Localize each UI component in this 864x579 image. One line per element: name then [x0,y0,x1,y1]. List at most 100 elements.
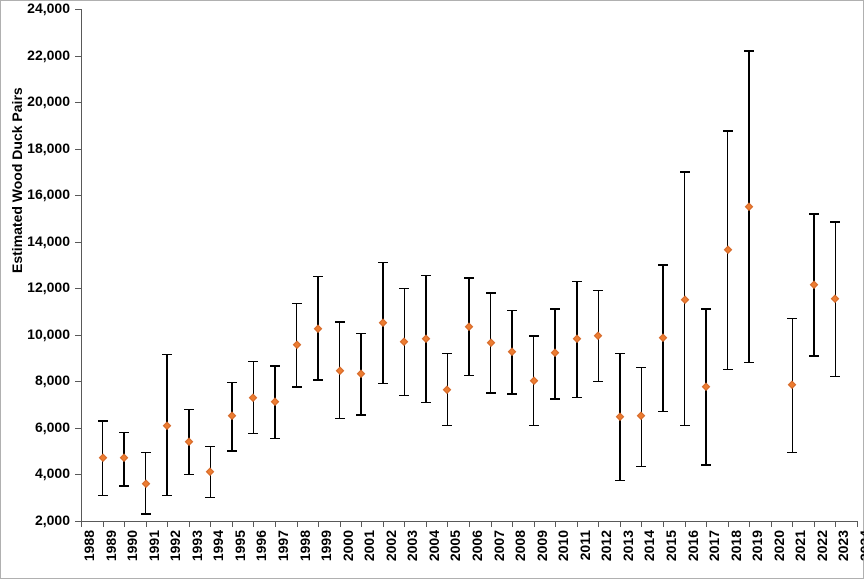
x-axis-tick [835,521,836,527]
x-tick-label: 2005 [447,530,463,570]
error-cap-top [744,50,754,52]
x-axis-tick [749,521,750,527]
error-cap-bottom [335,418,345,420]
data-point-marker [421,335,430,344]
error-cap-bottom [421,402,431,404]
x-tick-label: 2006 [469,530,485,570]
data-point-marker [529,377,538,386]
y-axis-line [81,9,82,521]
x-axis-tick [404,521,405,527]
data-point-marker [831,294,840,303]
data-point-marker [637,412,646,421]
error-cap-top [141,452,151,454]
y-tick-label: 16,000 [27,186,70,202]
data-point-marker [594,331,603,340]
error-cap-bottom [399,395,409,397]
error-cap-top [787,318,797,320]
x-axis-tick [297,521,298,527]
x-tick-label: 2024 [857,530,864,570]
x-axis-tick [103,521,104,527]
y-tick-label: 22,000 [27,47,70,63]
data-point-marker [335,366,344,375]
x-tick-label: 1993 [189,530,205,570]
error-cap-bottom [313,379,323,381]
y-tick-label: 12,000 [27,279,70,295]
data-point-marker [227,412,236,421]
data-point-marker [357,370,366,379]
error-cap-bottom [184,474,194,476]
y-axis-tick [75,56,81,57]
x-axis-tick [620,521,621,527]
error-cap-top [680,171,690,173]
x-tick-label: 2022 [814,530,830,570]
y-tick-label: 14,000 [27,233,70,249]
x-axis-tick [814,521,815,527]
x-tick-label: 2023 [835,530,851,570]
data-point-marker [400,337,409,346]
error-cap-bottom [356,414,366,416]
y-tick-label: 24,000 [27,0,70,16]
error-cap-bottom [550,398,560,400]
y-axis-tick [75,102,81,103]
x-tick-label: 2002 [383,530,399,570]
error-cap-bottom [98,495,108,497]
error-cap-top [356,333,366,335]
y-axis-tick [75,335,81,336]
y-tick-label: 18,000 [27,140,70,156]
error-cap-bottom [593,381,603,383]
error-cap-bottom [636,466,646,468]
data-point-marker [378,319,387,328]
x-axis-tick [361,521,362,527]
x-tick-label: 2010 [555,530,571,570]
x-axis-tick [318,521,319,527]
data-point-marker [465,322,474,331]
x-tick-label: 1989 [103,530,119,570]
error-cap-bottom [723,369,733,371]
data-point-marker [680,295,689,304]
error-cap-top [98,420,108,422]
data-point-marker [572,335,581,344]
x-tick-label: 2017 [706,530,722,570]
error-cap-bottom [572,397,582,399]
error-cap-bottom [141,513,151,515]
data-point-marker [249,393,258,402]
x-tick-label: 1995 [232,530,248,570]
x-tick-label: 2012 [598,530,614,570]
x-axis-tick [426,521,427,527]
data-point-marker [788,380,797,389]
y-axis-tick [75,9,81,10]
x-tick-label: 2015 [663,530,679,570]
data-point-marker [271,398,280,407]
x-axis-tick [857,521,858,527]
x-tick-label: 2011 [577,530,593,570]
y-tick-label: 2,000 [35,512,70,528]
x-tick-label: 2004 [426,530,442,570]
data-point-marker [809,280,818,289]
data-point-marker [659,334,668,343]
y-axis-tick [75,428,81,429]
error-cap-bottom [270,438,280,440]
error-cap-top [550,308,560,310]
error-cap-top [486,292,496,294]
x-tick-label: 2009 [534,530,550,570]
y-tick-label: 6,000 [35,419,70,435]
x-tick-label: 2001 [361,530,377,570]
error-cap-bottom [529,425,539,427]
error-cap-top [227,382,237,384]
error-cap-top [723,130,733,132]
data-point-marker [745,202,754,211]
error-cap-top [119,432,129,434]
error-cap-bottom [486,392,496,394]
error-cap-top [248,361,258,363]
data-point-marker [98,454,107,463]
error-cap-top [442,353,452,355]
error-cap-top [701,308,711,310]
x-tick-label: 2020 [771,530,787,570]
x-tick-label: 1992 [167,530,183,570]
error-cap-top [270,365,280,367]
data-point-marker [206,468,215,477]
error-cap-bottom [680,425,690,427]
x-axis-tick [167,521,168,527]
data-point-marker [292,341,301,350]
x-tick-label: 1991 [146,530,162,570]
